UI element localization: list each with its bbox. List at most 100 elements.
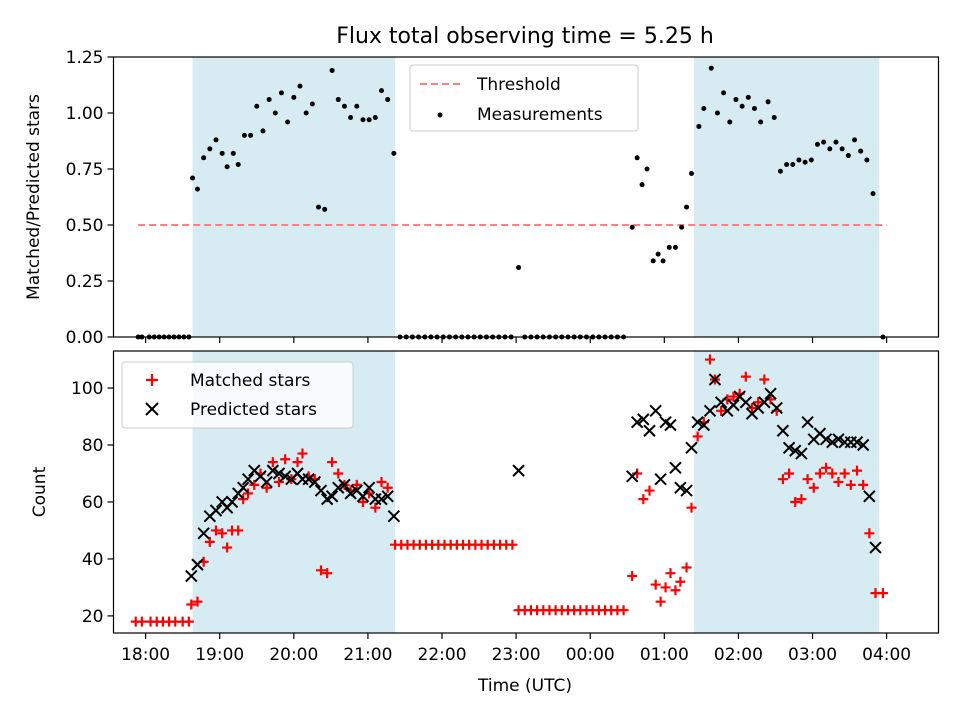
observing-window [693,57,880,337]
x-tick-label: 02:00 [714,645,763,665]
predicted-star-point [654,472,667,486]
measurement-point [758,119,764,125]
y-tick-label: 0.75 [66,160,104,180]
predicted-star-point [325,490,339,503]
matched-star-point [784,468,795,479]
measurement-point [802,159,808,165]
matched-star-point [183,616,194,627]
matched-star-point [217,528,228,539]
measurement-points [135,65,886,340]
matched-star-point [280,454,291,465]
measurement-point [790,162,796,168]
y-tick-label: 60 [82,493,104,513]
bottom-x-ticks: 18:00 19:00 20:00 21:00 22:00 23:00 00:00 01:00… [121,633,911,665]
matched-star-point [655,596,666,607]
matched-star-point [845,479,856,490]
bottom-panel-counts: 20 40 60 80 100 18:00 19:00 20:00 21:00 22:00 23:… [30,350,940,665]
measurement-point [864,157,870,163]
matched-star-point [777,474,788,485]
matched-star-point [827,468,838,479]
predicted-star-point [758,396,771,409]
legend-matched-label: Matched stars [190,371,310,391]
measurement-point [771,114,777,120]
predicted-star-point [314,484,328,497]
bottom-axes-frame [112,350,940,634]
predicted-star-point [649,404,662,418]
measurement-point [708,65,714,71]
y-tick-label: 20 [82,607,104,627]
matched-star-point [273,477,284,488]
y-tick-label: 100 [71,379,103,399]
measurement-point [821,139,827,145]
measurement-point [266,97,272,103]
matched-star-point [627,571,638,582]
measurement-point [379,88,385,94]
predicted-star-point [664,418,677,432]
matched-star-point [351,479,362,490]
predicted-star-point [832,433,845,446]
predicted-star-point [362,481,376,494]
predicted-star-point [714,396,728,409]
y-tick-label: 1.00 [66,104,104,124]
matched-star-point [333,468,344,479]
matched-star-point [821,462,832,473]
predicted-star-point [637,413,650,426]
matched-star-point [796,494,807,505]
matched-star-point [292,457,303,468]
predicted-star-point [685,441,698,455]
predicted-star-point [669,461,682,474]
predicted-star-point [375,492,388,506]
predicted-star-point [863,490,876,503]
measurement-point [765,99,771,105]
predicted-star-point [302,472,315,486]
top-y-ticks: 0.00 0.25 0.50 0.75 1.00 1.25 [66,48,114,348]
measurement-point [827,146,833,152]
measurement-point [348,114,354,120]
measurement-point [808,157,814,163]
measurement-point [833,139,839,145]
predicted-star-point [272,467,286,480]
matched-star-point [759,374,770,385]
measurement-point [285,119,291,125]
measurement-point [814,141,820,147]
measurement-point [629,224,635,230]
predicted-star-point [260,475,273,489]
y-tick-label: 0.25 [66,272,104,292]
measurement-point [303,110,309,116]
top-x-ticks [145,337,888,343]
measurement-point [201,155,207,161]
predicted-star-point [236,481,250,494]
bottom-legend: Matched stars Predicted stars [121,361,354,429]
measurement-point [839,146,845,152]
measurement-point [230,150,236,156]
predicted-star-point [197,527,210,540]
predicted-star-point [674,481,687,494]
matched-star-point [670,585,681,596]
matched-star-point [650,579,661,590]
predicted-star-point [241,472,255,486]
measurement-point [727,119,733,125]
bottom-y-axis-label: Count [30,466,50,517]
matched-star-point [790,496,801,507]
x-axis-label: Time (UTC) [477,676,572,696]
measurement-point [235,162,241,168]
matched-star-point [877,588,888,599]
y-tick-label: 0.00 [66,328,104,348]
matched-star-point [327,457,338,468]
matched-star-point [249,479,260,490]
x-tick-label: 21:00 [343,645,392,665]
matched-star-point [644,485,655,496]
measurement-point [655,251,661,257]
measurement-point [224,164,230,170]
legend-measurement-label: Measurements [477,105,603,125]
matched-star-point [728,391,739,402]
matched-star-point [686,502,697,513]
measurement-point [679,224,685,230]
predicted-star-point [680,484,693,497]
count-markers [130,354,888,627]
measurement-point [701,106,707,112]
bottom-legend-box [121,361,354,429]
matched-star-point [692,431,703,442]
measurement-point [688,170,694,176]
